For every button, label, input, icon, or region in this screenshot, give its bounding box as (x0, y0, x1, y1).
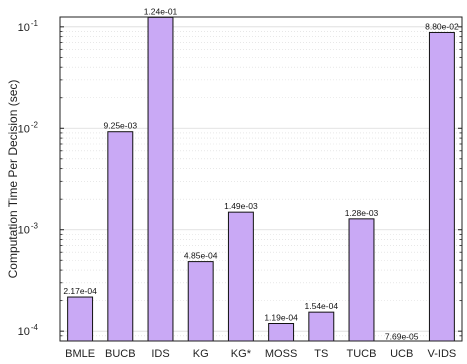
y-tick-label: 10-1 (18, 19, 39, 34)
x-tick-label: TS (314, 348, 328, 360)
plot-frame (59, 16, 463, 342)
data-label: 8.80e-02 (425, 21, 459, 31)
x-tick-label: IDS (151, 348, 169, 360)
bar-tucb (348, 218, 375, 342)
x-tick-label: UCB (390, 348, 413, 360)
data-labels: 2.17e-04 9.25e-03 1.24e-01 4.85e-04 1.49e-03… (63, 6, 459, 341)
x-tick-label: BMLE (65, 348, 95, 360)
y-tick-label: 10-4 (18, 323, 39, 338)
y-tick-label: 10-2 (18, 120, 39, 135)
y-tick-label: 10-3 (18, 222, 39, 237)
data-label: 9.25e-03 (104, 121, 138, 131)
data-label: 1.24e-01 (144, 6, 178, 16)
data-label: 1.49e-03 (224, 201, 258, 211)
x-tick-label: MOSS (265, 348, 297, 360)
data-label: 2.17e-04 (63, 286, 97, 296)
x-tick-label: KG (193, 348, 209, 360)
x-tick-label: TUCB (347, 348, 377, 360)
bar-ids (147, 16, 174, 342)
bar-bmle (67, 296, 94, 342)
bars (67, 16, 455, 342)
bar-kg (187, 261, 214, 342)
data-label: 7.69e-05 (385, 332, 419, 342)
y-axis-label: Computation Time Per Decision (sec) (6, 80, 20, 279)
data-label: 1.28e-03 (345, 208, 379, 218)
bar-ts (308, 311, 335, 342)
data-label: 4.85e-04 (184, 251, 218, 261)
x-tick-label: BUCB (105, 348, 136, 360)
x-tick-label: V-IDS (428, 348, 457, 360)
x-tick-label: KG* (231, 348, 252, 360)
y-tick-exponent: -3 (31, 222, 39, 231)
data-label: 1.54e-04 (305, 301, 339, 311)
y-tick-exponent: -4 (31, 323, 39, 332)
y-tick-exponent: -2 (31, 120, 39, 129)
y-tick-exponent: -1 (31, 19, 39, 28)
bar-kg- (227, 211, 254, 342)
bar-v-ids (428, 31, 455, 342)
bar-moss (268, 323, 295, 342)
data-label: 1.19e-04 (264, 313, 298, 323)
x-ticks: BMLE BUCB IDS KG KG* MOSS TS TUCB UCB V-IDS (65, 348, 456, 360)
bar-bucb (107, 131, 134, 342)
